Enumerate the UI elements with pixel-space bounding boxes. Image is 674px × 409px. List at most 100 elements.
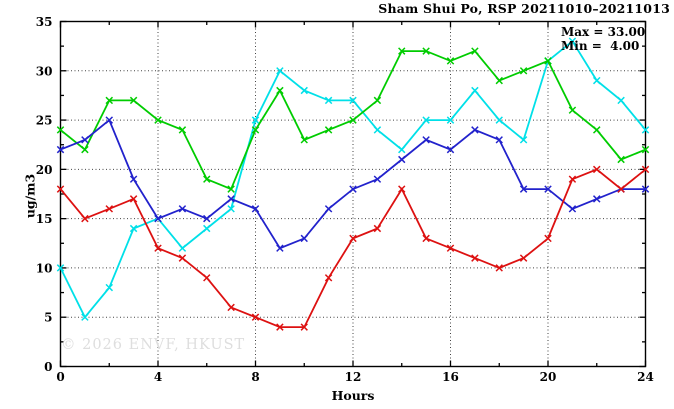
- series-markers: [56, 165, 650, 331]
- series-blue-line: [56, 116, 650, 252]
- x-marker: [641, 185, 650, 193]
- watermark: © 2026 ENVF, HKUST: [61, 337, 246, 353]
- x-marker: [422, 234, 430, 243]
- x-marker: [398, 185, 406, 193]
- x-marker: [203, 224, 211, 233]
- x-marker: [519, 67, 528, 75]
- x-marker: [495, 76, 503, 85]
- x-marker: [81, 214, 89, 223]
- x-marker: [592, 195, 601, 203]
- x-tick-label: 20: [540, 370, 557, 384]
- x-marker: [422, 136, 430, 144]
- x-marker: [203, 274, 211, 282]
- x-marker: [129, 175, 138, 183]
- x-marker: [129, 96, 138, 105]
- x-marker: [81, 313, 89, 321]
- x-marker: [544, 234, 552, 243]
- x-marker: [56, 264, 65, 272]
- y-tick-label: 35: [36, 15, 53, 29]
- series-markers: [56, 47, 650, 193]
- x-marker: [592, 165, 601, 174]
- x-marker: [324, 96, 333, 105]
- x-marker: [373, 175, 382, 183]
- x-tick-label: 4: [154, 370, 162, 384]
- x-marker: [178, 205, 187, 213]
- x-marker: [617, 185, 625, 193]
- x-marker: [471, 254, 479, 262]
- x-marker: [276, 244, 284, 252]
- x-marker: [56, 185, 65, 193]
- x-marker: [544, 57, 552, 65]
- x-marker: [227, 303, 235, 312]
- x-marker: [251, 205, 260, 213]
- x-marker: [105, 205, 114, 213]
- x-marker: [592, 76, 601, 85]
- x-marker: [592, 126, 601, 134]
- x-tick-label: 0: [56, 370, 64, 384]
- x-marker: [227, 185, 235, 193]
- x-marker: [568, 205, 577, 213]
- x-tick-label: 8: [251, 370, 259, 384]
- x-marker: [495, 116, 503, 124]
- x-tick-label: 12: [345, 370, 362, 384]
- x-marker: [276, 67, 284, 75]
- x-marker: [373, 96, 382, 105]
- x-marker: [446, 145, 455, 154]
- x-marker: [324, 274, 333, 282]
- x-marker: [446, 116, 455, 124]
- x-marker: [81, 136, 89, 144]
- x-marker: [154, 214, 162, 223]
- x-marker: [129, 195, 138, 203]
- x-marker: [617, 155, 625, 164]
- x-marker: [105, 116, 114, 124]
- x-marker: [178, 244, 187, 252]
- x-marker: [617, 96, 625, 105]
- max-min-annotation: Max = 33.00 Min = 4.00: [561, 25, 646, 53]
- series-green-line: [56, 47, 650, 193]
- x-marker: [178, 126, 187, 134]
- x-marker: [203, 175, 211, 183]
- y-axis-label: ug/m3: [22, 173, 38, 219]
- x-marker: [471, 47, 479, 55]
- series-markers: [56, 116, 650, 252]
- x-tick-label: 24: [637, 370, 654, 384]
- x-marker: [300, 234, 308, 243]
- x-marker: [519, 136, 528, 144]
- y-tick-label: 30: [36, 64, 53, 78]
- x-marker: [178, 254, 187, 262]
- x-marker: [105, 96, 114, 105]
- x-marker: [544, 185, 552, 193]
- series-red-line: [56, 165, 650, 331]
- x-marker: [471, 86, 479, 95]
- x-marker: [129, 224, 138, 233]
- x-marker: [81, 145, 89, 154]
- x-axis-label: Hours: [331, 388, 375, 403]
- x-marker: [227, 205, 235, 213]
- tick-labels: 0 4 8 12 16 20 24 0 5 10 15 20 25 30 35: [36, 15, 654, 384]
- x-marker: [568, 37, 577, 45]
- x-marker: [495, 136, 503, 144]
- x-marker: [641, 126, 650, 134]
- x-marker: [471, 126, 479, 134]
- x-marker: [300, 86, 308, 95]
- x-marker: [105, 283, 114, 292]
- x-marker: [641, 165, 650, 174]
- x-marker: [251, 313, 260, 321]
- y-tick-label: 5: [44, 311, 52, 325]
- max-value-label: Max = 33.00: [561, 25, 646, 39]
- x-marker: [276, 323, 284, 331]
- min-value-label: Min = 4.00: [561, 38, 640, 53]
- x-marker: [398, 47, 406, 55]
- x-marker: [568, 106, 577, 114]
- x-marker: [398, 155, 406, 164]
- gridlines: [60, 21, 646, 367]
- y-tick-label: 15: [36, 212, 53, 226]
- axis-ticks: [59, 20, 647, 368]
- x-marker: [349, 96, 357, 105]
- x-marker: [56, 145, 65, 154]
- x-marker: [56, 126, 65, 134]
- x-marker: [495, 264, 503, 272]
- x-marker: [300, 323, 308, 331]
- x-marker: [349, 234, 357, 243]
